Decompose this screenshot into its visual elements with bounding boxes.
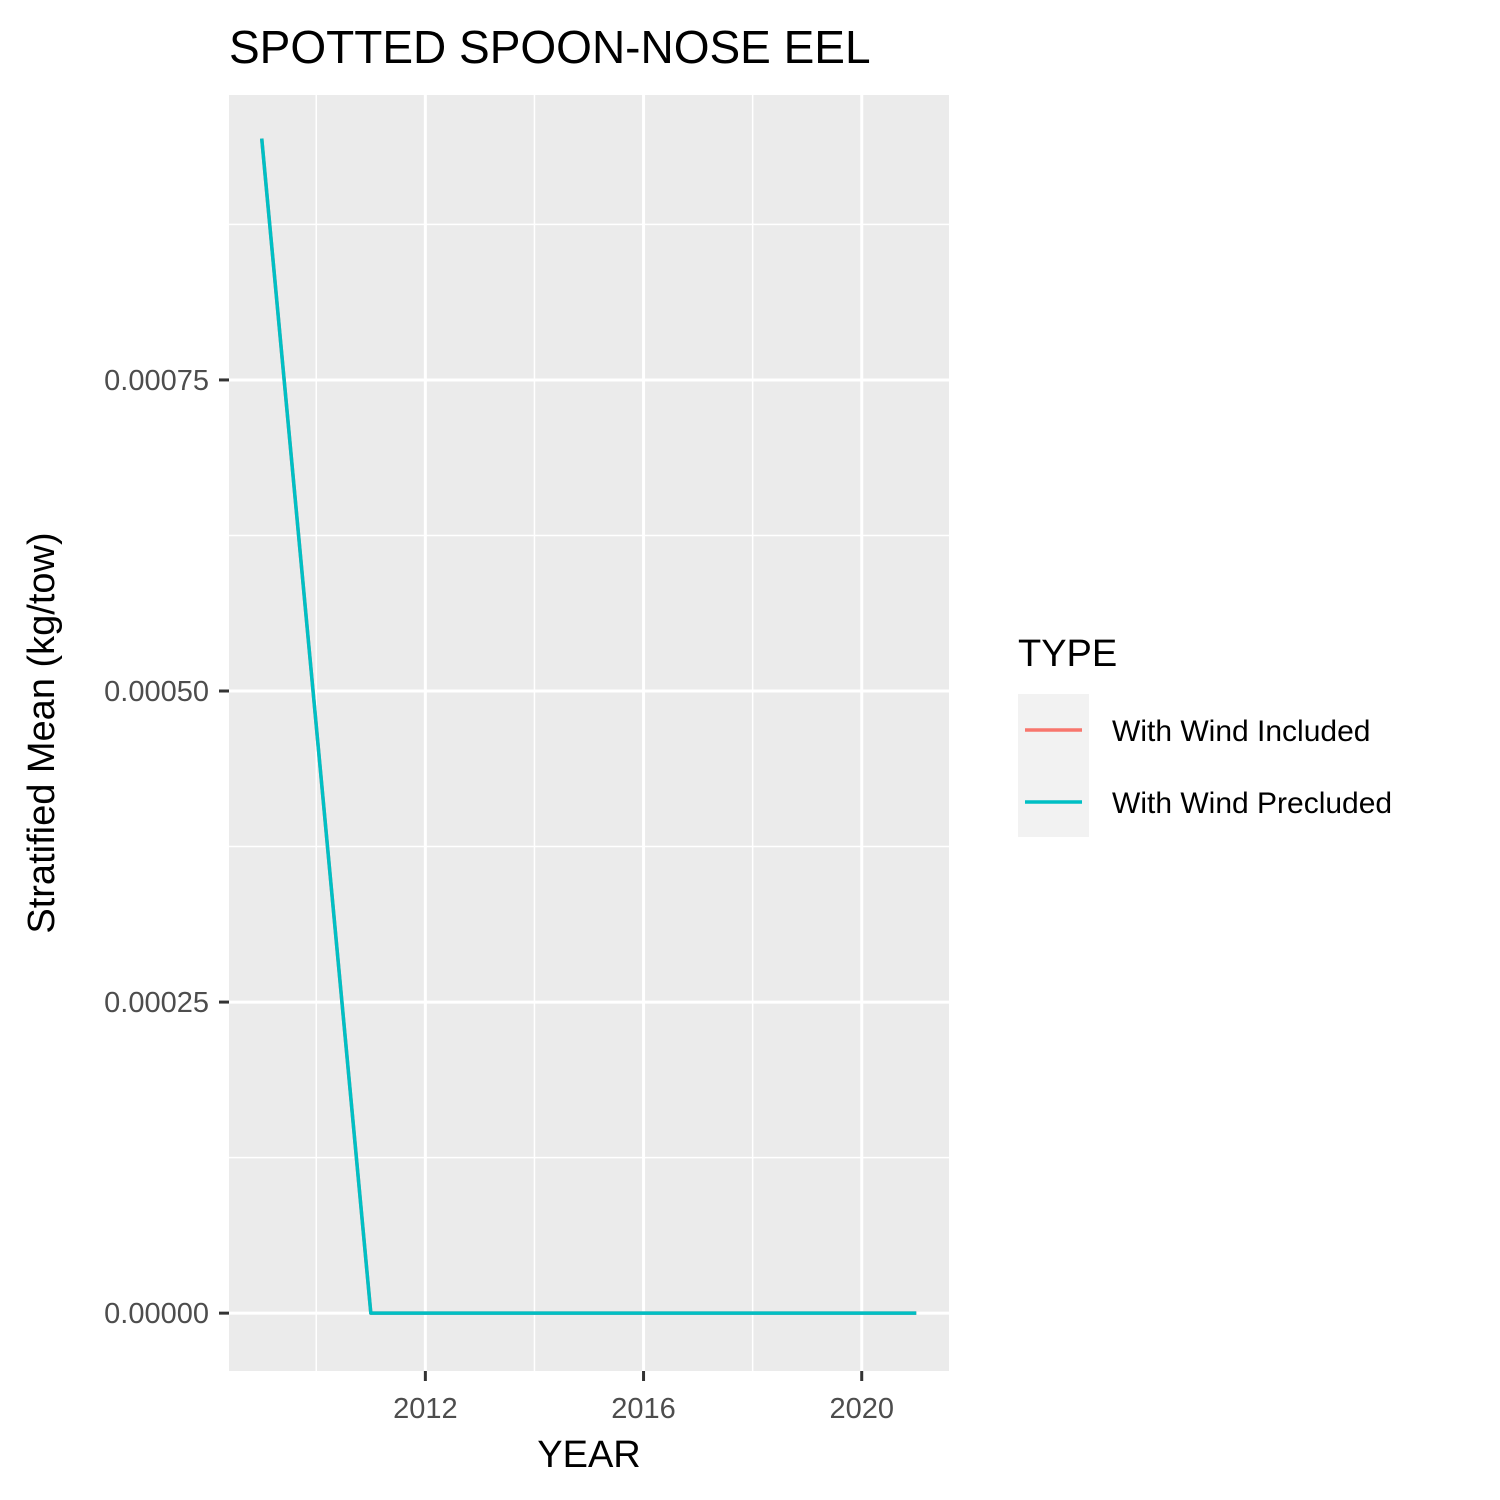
legend-title: TYPE xyxy=(1018,633,1117,675)
legend-key-background xyxy=(1018,694,1089,837)
y-axis: 0.00000 0.00025 0.00050 0.00075 xyxy=(104,365,229,1330)
y-tick-label: 0.00000 xyxy=(104,1298,209,1330)
y-tick-label: 0.00050 xyxy=(104,676,209,708)
legend-label-with-wind-included: With Wind Included xyxy=(1112,715,1370,748)
major-gridlines xyxy=(229,95,949,1371)
legend: TYPE With Wind Included With Wind Preclu… xyxy=(1018,633,1392,837)
series-lines xyxy=(259,138,917,1315)
x-tick-label: 2012 xyxy=(393,1393,458,1425)
series-line-with-wind-precluded xyxy=(259,138,917,1315)
plot-panel xyxy=(229,95,949,1371)
chart-title: SPOTTED SPOON-NOSE EEL xyxy=(229,21,871,73)
y-tick-label: 0.00025 xyxy=(104,987,209,1019)
y-axis-title: Stratified Mean (kg/tow) xyxy=(21,532,63,933)
y-tick-label: 0.00075 xyxy=(104,365,209,397)
legend-label-with-wind-precluded: With Wind Precluded xyxy=(1112,787,1392,820)
x-tick-label: 2020 xyxy=(829,1393,894,1425)
x-tick-label: 2016 xyxy=(611,1393,676,1425)
x-axis: 2012 2016 2020 xyxy=(393,1371,894,1425)
x-axis-title: YEAR xyxy=(537,1434,640,1476)
minor-gridlines xyxy=(229,95,949,1371)
